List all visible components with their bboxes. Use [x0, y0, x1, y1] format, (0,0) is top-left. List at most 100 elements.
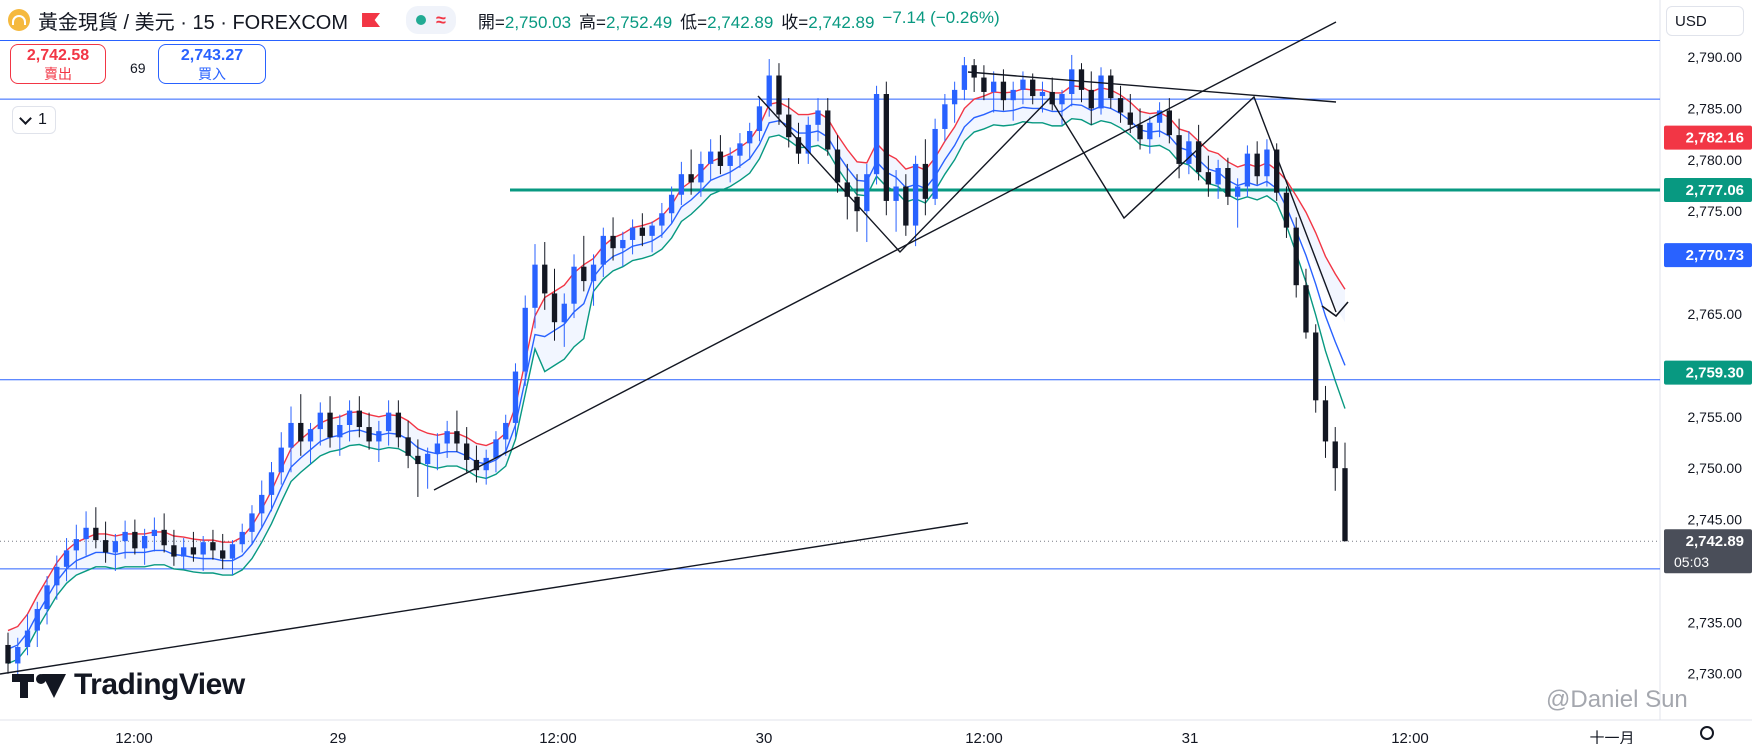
- candle-body: [317, 412, 323, 430]
- y-tick-label: 2,785.00: [1688, 100, 1743, 116]
- price-tag: [1664, 125, 1752, 150]
- candle: [1098, 67, 1104, 115]
- sell-button[interactable]: 2,742.58 賣出: [10, 44, 106, 84]
- settings-gear-icon[interactable]: [1700, 726, 1714, 740]
- candle-body: [278, 447, 284, 473]
- indicator-collapse-button[interactable]: 1: [12, 106, 56, 134]
- candle-body: [698, 163, 704, 183]
- x-tick-label: 12:00: [965, 730, 1003, 744]
- candle-body: [883, 94, 889, 201]
- candle: [180, 538, 187, 569]
- candle: [132, 519, 138, 555]
- candle: [600, 227, 606, 277]
- candle-body: [903, 186, 909, 226]
- candle-body: [464, 443, 470, 460]
- candle: [1088, 71, 1094, 125]
- candle-body: [210, 542, 216, 551]
- candle-body: [659, 213, 665, 226]
- candle-body: [1069, 69, 1075, 95]
- candle-body: [551, 293, 558, 323]
- candle: [54, 555, 60, 600]
- candle: [688, 149, 694, 195]
- tradingview-logo[interactable]: TradingView: [12, 668, 245, 702]
- candle: [727, 147, 733, 183]
- candle-body: [5, 644, 11, 664]
- candle: [337, 414, 343, 456]
- candle-body: [1030, 79, 1036, 97]
- price-tag: [1664, 178, 1752, 203]
- candle: [5, 632, 11, 674]
- x-tick-label: 31: [1182, 730, 1199, 744]
- candle: [15, 637, 21, 676]
- candle: [327, 396, 333, 448]
- flag-icon[interactable]: [362, 13, 381, 27]
- candle: [1078, 63, 1085, 103]
- candle: [93, 507, 99, 549]
- candle-body: [737, 143, 743, 156]
- buy-price: 2,743.27: [180, 47, 244, 64]
- candle: [786, 98, 792, 148]
- candle: [190, 531, 197, 562]
- candle-body: [1039, 91, 1046, 97]
- candle-body: [268, 472, 275, 495]
- candle-body: [1049, 91, 1055, 105]
- candle-body: [1225, 168, 1231, 197]
- candle: [522, 295, 528, 386]
- candle-body: [649, 225, 655, 236]
- candle-body: [1127, 112, 1133, 125]
- candle: [366, 412, 372, 450]
- candle-body: [932, 128, 938, 199]
- candle: [1205, 155, 1212, 197]
- candle: [659, 202, 665, 238]
- candle-body: [454, 431, 460, 444]
- candle: [1283, 186, 1290, 238]
- y-tick-label: 2,730.00: [1688, 666, 1743, 682]
- candle: [464, 427, 470, 473]
- candle: [1010, 81, 1016, 121]
- candle-body: [1215, 168, 1221, 185]
- price-tag: [1664, 243, 1752, 268]
- candle-body: [180, 547, 187, 557]
- candle: [83, 511, 89, 556]
- candle: [34, 601, 40, 648]
- candle: [629, 219, 636, 255]
- candle: [542, 242, 548, 310]
- candle: [346, 400, 353, 442]
- candle-body: [141, 536, 148, 549]
- candle: [63, 538, 70, 582]
- candle: [1225, 157, 1231, 206]
- candle: [1000, 69, 1007, 111]
- candle-body: [1108, 75, 1114, 99]
- candle-body: [54, 566, 60, 586]
- buy-button[interactable]: 2,743.27 買入: [158, 44, 266, 84]
- candle: [532, 244, 538, 329]
- candle: [122, 520, 128, 559]
- candle: [1156, 102, 1163, 138]
- symbol-title[interactable]: 黃金現貨 / 美元 · 15 · FOREXCOM: [38, 11, 349, 34]
- candle-body: [405, 437, 411, 456]
- candle: [102, 521, 109, 563]
- price-tag: [1664, 529, 1752, 574]
- y-tick-label: 2,750.00: [1688, 460, 1743, 476]
- currency-selector[interactable]: USD: [1666, 6, 1744, 36]
- candle: [922, 139, 929, 216]
- candle: [385, 400, 392, 446]
- candle-body: [298, 422, 304, 442]
- candle: [405, 420, 411, 469]
- candle: [73, 524, 79, 569]
- candle-body: [395, 412, 402, 438]
- candle-body: [15, 647, 21, 664]
- candle: [24, 614, 31, 656]
- market-status-pill[interactable]: ≈: [406, 6, 456, 34]
- candle: [151, 517, 158, 552]
- y-tick-label: 2,755.00: [1688, 409, 1743, 425]
- price-tag-label: 2,742.89: [1686, 533, 1744, 550]
- candle: [590, 254, 597, 306]
- candle: [473, 445, 480, 483]
- candle: [1108, 69, 1114, 109]
- candle: [951, 81, 958, 123]
- candle-body: [220, 550, 226, 559]
- candle: [298, 394, 304, 456]
- candle: [561, 293, 567, 347]
